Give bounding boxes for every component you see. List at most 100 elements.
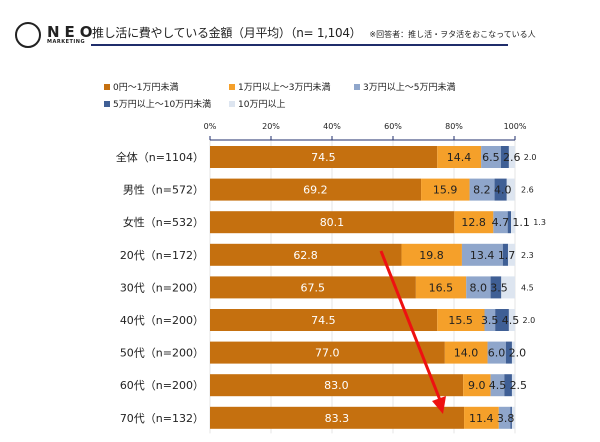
- data-label: 19.8: [419, 249, 444, 262]
- bar-segment: [494, 178, 507, 201]
- data-label: 4.7: [492, 216, 510, 229]
- bar-segment: [210, 243, 402, 266]
- bar-segment: [437, 309, 485, 331]
- data-label: 8.2: [473, 184, 491, 197]
- data-label: 3.5: [490, 281, 508, 294]
- data-label: 2.0: [509, 347, 526, 360]
- bar-segment: [463, 374, 491, 397]
- bar-segment: [511, 406, 515, 429]
- x-tick-label: 80%: [445, 122, 463, 131]
- data-label: 4.0: [494, 184, 512, 197]
- legend-swatch: [104, 100, 110, 107]
- data-label: 15.9: [433, 184, 458, 197]
- bar-segment: [484, 309, 496, 331]
- data-label: 2.0: [523, 316, 536, 325]
- data-label: 2.0: [524, 153, 537, 162]
- bar-segment: [210, 406, 465, 429]
- category-label: 60代（n=200）: [120, 379, 204, 392]
- legend-label: 0円～1万円未満: [113, 83, 179, 93]
- bar-segment: [469, 178, 495, 201]
- trend-arrow: [379, 250, 442, 401]
- data-label: 1.7: [498, 249, 516, 262]
- logo-wave-icon: [15, 22, 41, 48]
- data-label: 83.0: [324, 379, 349, 392]
- data-label: 12.8: [461, 216, 486, 229]
- data-label: 16.5: [429, 281, 454, 294]
- bar-segment: [210, 276, 416, 299]
- logo-main: NEO: [47, 23, 98, 41]
- bar-segment: [507, 243, 515, 266]
- bar-segment: [508, 309, 515, 331]
- bar-segment: [461, 243, 503, 266]
- category-label: 男性（n=572）: [123, 183, 204, 197]
- bar-segment: [498, 406, 511, 429]
- bar-segment: [506, 178, 515, 201]
- legend-swatch: [354, 83, 360, 90]
- bar-segment: [511, 211, 515, 234]
- data-label: 14.4: [447, 151, 472, 164]
- legend-item: 1万円以上～3万円未満: [229, 80, 330, 93]
- legend-swatch: [229, 83, 235, 90]
- data-label: 69.2: [303, 184, 328, 197]
- bar-segment: [490, 374, 505, 397]
- legend-label: 1万円以上～3万円未満: [238, 83, 331, 93]
- bar-segment: [210, 211, 455, 234]
- legend-swatch: [104, 83, 110, 90]
- bar-segment: [210, 309, 438, 331]
- header: 推し活に費やしている金額（月平均）（n= 1,104） ※回答者：推し活・ヲタ活…: [92, 24, 592, 41]
- bar-segment: [500, 146, 509, 168]
- data-label: 74.5: [311, 314, 336, 327]
- bar-segment: [421, 178, 470, 201]
- bar-segment: [493, 211, 508, 234]
- respondent-note: ※回答者：推し活・ヲタ活をおこなっている人: [369, 30, 536, 39]
- data-label: 2.5: [510, 379, 528, 392]
- data-label: 77.0: [315, 347, 340, 360]
- bar-segment: [210, 146, 438, 168]
- bar-segment: [487, 341, 506, 364]
- bar-segment: [508, 146, 515, 168]
- legend-item: 0円～1万円未満: [104, 80, 178, 93]
- data-label: 14.0: [454, 347, 479, 360]
- bar-segment: [466, 276, 491, 299]
- data-label: 2.6: [503, 151, 521, 164]
- bar-segment: [490, 276, 502, 299]
- bar-segment: [507, 211, 512, 234]
- data-label: 3.8: [497, 412, 515, 425]
- data-label: 8.0: [470, 281, 488, 294]
- bar-segment: [511, 374, 515, 397]
- data-label: 1.3: [533, 218, 546, 227]
- legend-item: 3万円以上～5万円未満: [354, 80, 455, 93]
- arrow-head-icon: [432, 396, 446, 414]
- bar-segment: [511, 341, 515, 364]
- legend-label: 10万円以上: [238, 100, 286, 110]
- bar-segment: [415, 276, 467, 299]
- data-label: 1.1: [512, 216, 530, 229]
- data-label: 4.5: [502, 314, 520, 327]
- bar-segment: [495, 309, 509, 331]
- legend-label: 5万円以上～10万円未満: [113, 100, 212, 110]
- bar-segment: [504, 374, 512, 397]
- data-label: 11.4: [469, 412, 494, 425]
- data-label: 2.3: [521, 251, 534, 260]
- data-label: 9.0: [468, 379, 486, 392]
- data-label: 4.5: [521, 283, 534, 292]
- data-label: 62.8: [293, 249, 318, 262]
- x-tick-label: 0%: [204, 122, 217, 131]
- x-tick-label: 100%: [504, 122, 527, 131]
- data-label: 15.5: [448, 314, 473, 327]
- data-label: 83.3: [325, 412, 350, 425]
- bar-segment: [510, 406, 512, 429]
- category-label: 30代（n=200）: [120, 281, 204, 294]
- bar-segment: [210, 341, 445, 364]
- legend-item: 10万円以上: [229, 97, 285, 110]
- logo-sub: MARKETING: [47, 39, 86, 45]
- bar-segment: [505, 341, 512, 364]
- data-label: 6.5: [482, 151, 500, 164]
- data-label: 74.5: [311, 151, 336, 164]
- data-label: 2.6: [521, 186, 534, 195]
- category-label: 50代（n=200）: [120, 347, 204, 360]
- category-label: 女性（n=532）: [123, 215, 204, 229]
- legend-label: 3万円以上～5万円未満: [363, 83, 456, 93]
- category-label: 40代（n=200）: [120, 314, 204, 327]
